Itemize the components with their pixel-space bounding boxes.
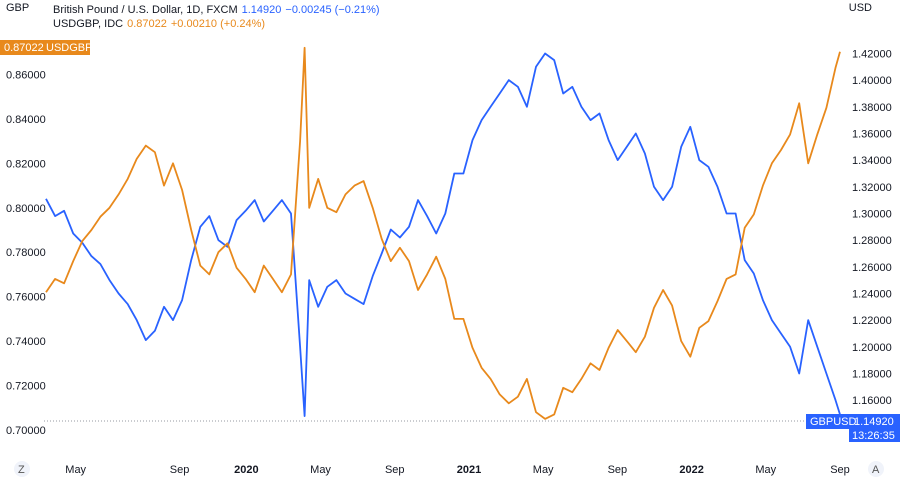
zoom-left-button[interactable]: Z [14,461,30,477]
x-tick-label: 2022 [679,464,703,476]
left-axis: 0.70000 0.72000 0.74000 0.76000 0.78000 0.800… [6,69,46,437]
auto-scale-label: A [872,464,880,476]
usdgbp-legend[interactable]: USDGBP, IDC 0.87022 +0.00210 (+0.24%) [53,18,265,30]
right-tick-label: 1.36000 [852,128,892,140]
usdgbp-change: +0.00210 (+0.24%) [170,18,266,30]
gbpusd-symbol: British Pound / U.S. Dollar, 1D, FXCM [53,4,238,16]
right-tick-label: 1.38000 [852,102,892,114]
left-tick-label: 0.82000 [6,158,46,170]
x-tick-label: Sep [608,464,628,476]
left-tick-label: 0.74000 [6,336,46,348]
gbpusd-price-badge: GBPUSD 1.14920 13:26:35 [806,414,900,442]
x-tick-label: May [755,464,776,476]
right-tick-label: 1.34000 [852,155,892,167]
right-tick-label: 1.22000 [852,315,892,327]
right-tick-label: 1.40000 [852,75,892,87]
x-tick-label: 2021 [457,464,481,476]
x-tick-label: May [310,464,331,476]
left-tick-label: 0.78000 [6,247,46,259]
usdgbp-symbol: USDGBP, IDC [53,18,124,30]
right-tick-label: 1.30000 [852,208,892,220]
right-axis-unit: USD [848,2,872,14]
left-tick-label: 0.70000 [6,425,46,437]
series-layer [45,46,841,420]
right-tick-label: 1.26000 [852,262,892,274]
series-line-gbpusd[interactable] [45,52,841,418]
x-tick-label: Sep [385,464,405,476]
series-line-usdgbp[interactable] [45,46,841,420]
gbpusd-badge-time: 13:26:35 [852,430,895,442]
right-tick-label: 1.42000 [852,48,892,60]
left-tick-label: 0.84000 [6,114,46,126]
left-tick-label: 0.86000 [6,69,46,81]
left-tick-label: 0.80000 [6,203,46,215]
right-tick-label: 1.28000 [852,235,892,247]
usdgbp-price-badge: 0.87022 USDGBP [0,40,92,55]
gbpusd-badge-value: 1.14920 [854,416,894,428]
gbpusd-change: −0.00245 (−0.21%) [285,4,380,16]
time-axis: May Sep 2020 May Sep 2021 May Sep 2022 May Sep [65,464,849,476]
right-tick-label: 1.24000 [852,288,892,300]
auto-scale-button[interactable]: A [868,461,884,477]
x-tick-label: May [533,464,554,476]
zoom-left-label: Z [18,464,25,476]
usdgbp-badge-label: USDGBP [46,42,92,54]
gbpusd-value: 1.14920 [241,4,282,16]
x-tick-label: Sep [170,464,190,476]
gbpusd-badge-label: GBPUSD [810,416,857,428]
x-tick-label: May [65,464,86,476]
usdgbp-badge-value: 0.87022 [4,42,44,54]
right-tick-label: 1.18000 [852,368,892,380]
left-axis-unit: GBP [6,2,30,14]
right-tick-label: 1.20000 [852,342,892,354]
right-tick-label: 1.16000 [852,395,892,407]
right-tick-label: 1.32000 [852,182,892,194]
x-tick-label: 2020 [234,464,258,476]
left-tick-label: 0.76000 [6,292,46,304]
x-tick-label: Sep [830,464,850,476]
left-tick-label: 0.72000 [6,381,46,393]
right-axis: 1.16000 1.18000 1.20000 1.22000 1.24000 1.260… [852,48,892,407]
usdgbp-value: 0.87022 [127,18,167,30]
gbpusd-legend[interactable]: British Pound / U.S. Dollar, 1D, FXCM 1.1… [53,4,380,16]
